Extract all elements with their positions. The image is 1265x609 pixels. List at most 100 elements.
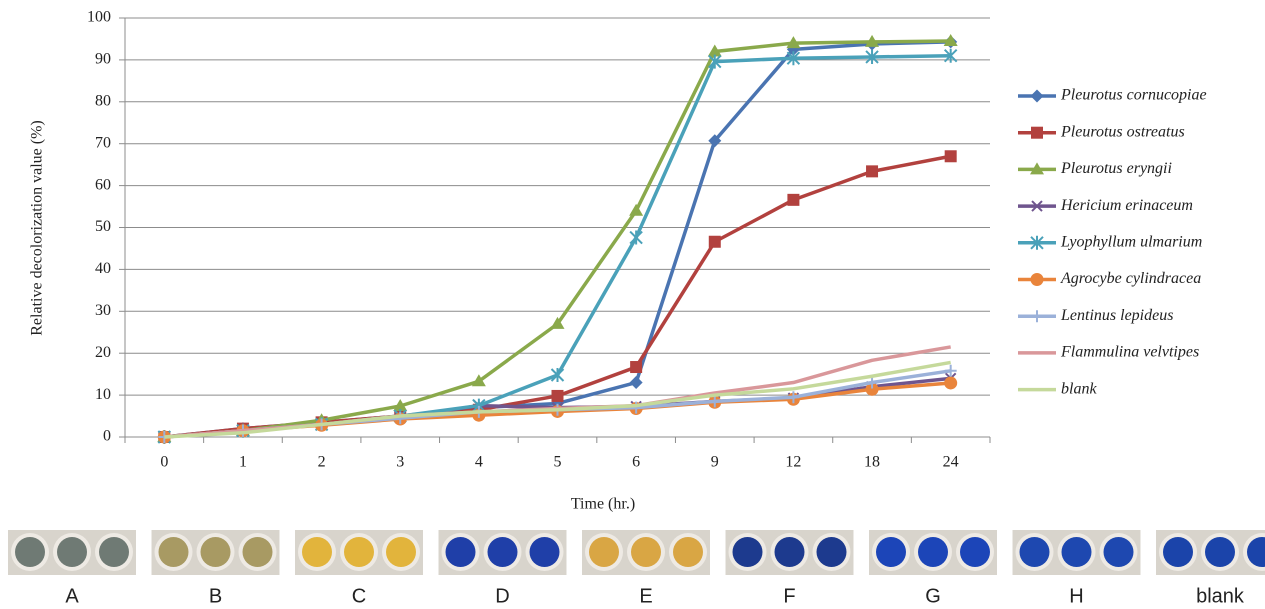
y-tick-label: 90 — [95, 51, 111, 68]
x-tick-label: 12 — [785, 454, 801, 471]
y-axis-title: Relative decolorization value (%) — [29, 120, 46, 335]
x-tick-label: 1 — [239, 454, 247, 471]
well — [960, 537, 990, 567]
data-point — [552, 390, 564, 402]
legend-marker — [1031, 310, 1043, 322]
legend-label: Flammulina velvtipes — [1060, 344, 1199, 361]
legend-item: Pleurotus ostreatus — [1018, 123, 1185, 140]
well — [673, 537, 703, 567]
data-point — [787, 194, 799, 206]
y-tick-label: 30 — [95, 302, 111, 319]
x-tick-label: 4 — [475, 454, 483, 471]
data-point — [944, 376, 957, 389]
sample-photo — [1013, 530, 1141, 575]
well — [1020, 537, 1050, 567]
sample-photo — [1156, 530, 1265, 575]
sample-photo — [582, 530, 710, 575]
legend-label: Lentinus lepideus — [1060, 307, 1173, 324]
legend-item: Pleurotus cornucopiae — [1018, 87, 1207, 104]
well — [631, 537, 661, 567]
sample-label: F — [783, 585, 795, 607]
well — [57, 537, 87, 567]
data-point — [630, 376, 643, 389]
y-tick-label: 60 — [95, 176, 111, 193]
well — [243, 537, 273, 567]
sample-label: E — [639, 585, 652, 607]
x-tick-label: 0 — [160, 454, 168, 471]
well — [488, 537, 518, 567]
legend-item: Pleurotus eryngii — [1018, 160, 1172, 177]
y-tick-label: 70 — [95, 134, 111, 151]
x-tick-label: 18 — [864, 454, 880, 471]
legend-marker — [1031, 273, 1044, 286]
data-point — [945, 150, 957, 162]
legend-label: Pleurotus ostreatus — [1060, 123, 1185, 140]
y-tick-label: 40 — [95, 260, 111, 277]
sample-photo — [8, 530, 136, 575]
well — [302, 537, 332, 567]
sample-photo — [726, 530, 854, 575]
sample-label: H — [1069, 585, 1083, 607]
x-tick-label: 24 — [943, 454, 959, 471]
legend-label: blank — [1061, 380, 1097, 397]
legend-item: Lyophyllum ulmarium — [1018, 233, 1202, 250]
well — [817, 537, 847, 567]
sample-photo — [152, 530, 280, 575]
y-tick-label: 50 — [95, 218, 111, 235]
y-tick-label: 100 — [87, 9, 111, 26]
well — [201, 537, 231, 567]
well — [1205, 537, 1235, 567]
legend-marker — [1031, 90, 1044, 103]
well — [159, 537, 189, 567]
legend-marker — [1031, 127, 1043, 139]
well — [1104, 537, 1134, 567]
y-tick-label: 0 — [103, 428, 111, 445]
legend-item: Agrocybe cylindracea — [1018, 270, 1201, 287]
sample-label: C — [352, 585, 366, 607]
legend-label: Pleurotus cornucopiae — [1060, 87, 1207, 104]
well — [1062, 537, 1092, 567]
x-tick-label: 9 — [711, 454, 719, 471]
sample-label: G — [925, 585, 941, 607]
data-point — [630, 361, 642, 373]
well — [876, 537, 906, 567]
x-tick-label: 3 — [396, 454, 404, 471]
legend-label: Lyophyllum ulmarium — [1060, 233, 1202, 250]
x-tick-label: 5 — [554, 454, 562, 471]
x-tick-label: 6 — [632, 454, 640, 471]
well — [386, 537, 416, 567]
well — [918, 537, 948, 567]
well — [446, 537, 476, 567]
well — [99, 537, 129, 567]
data-point — [630, 231, 642, 245]
data-point — [866, 165, 878, 177]
x-tick-label: 2 — [318, 454, 326, 471]
sample-label: D — [495, 585, 509, 607]
well — [344, 537, 374, 567]
y-tick-label: 20 — [95, 344, 111, 361]
legend-item: Lentinus lepideus — [1018, 307, 1173, 324]
sample-label: B — [209, 585, 222, 607]
well — [733, 537, 763, 567]
y-tick-label: 10 — [95, 386, 111, 403]
x-axis-title: Time (hr.) — [571, 496, 635, 513]
well — [530, 537, 560, 567]
legend-item: Hericium erinaceum — [1018, 197, 1193, 214]
y-tick-label: 80 — [95, 92, 111, 109]
sample-photo — [295, 530, 423, 575]
sample-label: A — [65, 585, 79, 607]
well — [15, 537, 45, 567]
sample-photo — [439, 530, 567, 575]
well — [775, 537, 805, 567]
well — [1163, 537, 1193, 567]
legend-item: blank — [1018, 380, 1097, 397]
well — [589, 537, 619, 567]
chart: Relative decolorization value (%) Time (… — [0, 0, 1265, 609]
data-point — [709, 236, 721, 248]
legend-label: Pleurotus eryngii — [1060, 160, 1172, 177]
data-point — [629, 204, 643, 216]
legend-item: Flammulina velvtipes — [1018, 344, 1199, 361]
legend-label: Hericium erinaceum — [1060, 197, 1193, 214]
sample-photo — [869, 530, 997, 575]
sample-label: blank — [1196, 585, 1245, 607]
